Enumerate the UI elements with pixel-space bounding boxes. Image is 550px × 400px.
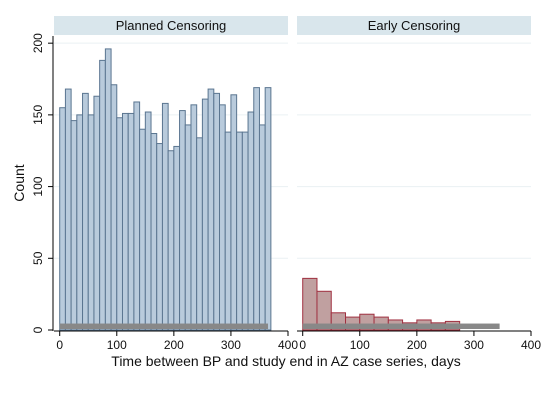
bar-planned-35: [258, 124, 266, 331]
bar-planned-1: [64, 88, 72, 331]
y-tick-label-3: 150: [31, 105, 45, 125]
bar-planned-27: [213, 92, 221, 331]
bar-planned-28: [219, 104, 226, 331]
x-tick-label-planned-4: 400: [278, 338, 298, 352]
bar-planned-16: [150, 133, 158, 331]
strip-planned-censoring: [54, 16, 288, 35]
bar-planned-18: [161, 102, 169, 331]
bar-planned-0: [59, 107, 66, 331]
bar-planned-19: [167, 150, 175, 331]
panel-title-early-censoring: Early Censoring: [368, 18, 461, 33]
x-tick-label-planned-2: 200: [164, 338, 184, 352]
bar-planned-12: [127, 112, 135, 331]
strip-early-censoring: [297, 16, 531, 35]
bar-planned-33: [247, 111, 255, 331]
bar-planned-22: [184, 124, 192, 331]
bar-planned-17: [156, 143, 163, 331]
x-tick-label-early-1: 100: [350, 338, 370, 352]
bar-planned-23: [190, 104, 198, 331]
x-axis-title: Time between BP and study end in AZ case…: [111, 353, 460, 369]
bar-planned-25: [201, 98, 209, 331]
bar-planned-26: [207, 88, 215, 331]
baseline-band-early: [302, 323, 500, 329]
grid-early: [297, 42, 531, 259]
bar-planned-7: [99, 59, 106, 331]
bar-planned-11: [121, 112, 129, 331]
bar-early-1: [316, 290, 332, 331]
baseline-band-planned: [59, 323, 269, 329]
bar-planned-5: [87, 114, 95, 331]
bar-planned-24: [196, 137, 203, 331]
bar-planned-29: [224, 131, 232, 331]
panel-title-planned-censoring: Planned Censoring: [116, 18, 227, 33]
y-tick-label-1: 50: [31, 251, 45, 265]
bar-planned-9: [110, 84, 118, 331]
x-tick-label-planned-3: 300: [221, 338, 241, 352]
x-tick-label-early-3: 300: [464, 338, 484, 352]
x-tick-label-early-4: 400: [521, 338, 541, 352]
y-axis-title: Count: [11, 164, 27, 201]
bar-planned-30: [230, 94, 238, 331]
bar-planned-6: [93, 95, 101, 331]
bar-planned-2: [70, 120, 78, 331]
bar-planned-36: [264, 87, 272, 331]
bar-planned-15: [144, 111, 152, 331]
bars-early: [302, 277, 500, 331]
bar-planned-3: [76, 114, 84, 331]
x-tick-label-early-0: 0: [299, 338, 306, 352]
bar-planned-31: [236, 131, 243, 331]
bar-planned-13: [133, 101, 141, 331]
panel-planned-censoring: Planned Censoring: [54, 16, 288, 331]
bars-planned: [59, 48, 272, 331]
bar-early-0: [302, 277, 318, 331]
bar-planned-8: [104, 48, 112, 331]
bar-planned-4: [82, 92, 89, 331]
x-tick-label-planned-0: 0: [56, 338, 63, 352]
bar-planned-34: [253, 87, 260, 331]
bar-planned-20: [173, 145, 181, 331]
bar-planned-21: [179, 110, 186, 331]
y-tick-label-0: 0: [31, 326, 45, 333]
x-tick-label-early-2: 200: [407, 338, 427, 352]
x-tick-label-planned-1: 100: [107, 338, 127, 352]
bar-planned-10: [116, 117, 123, 331]
bar-planned-14: [139, 128, 146, 331]
panel-early-censoring: Early Censoring: [297, 16, 531, 331]
bar-planned-32: [241, 131, 249, 331]
y-tick-label-4: 200: [31, 33, 45, 53]
y-tick-label-2: 100: [31, 176, 45, 196]
